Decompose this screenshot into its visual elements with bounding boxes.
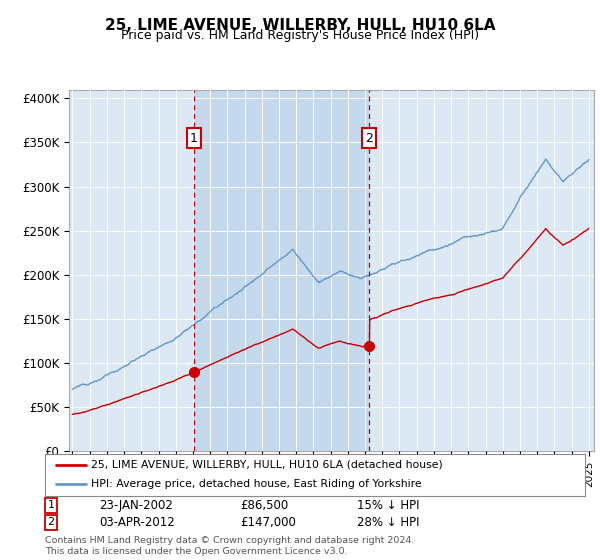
Text: 2: 2 <box>365 132 373 144</box>
Text: 2: 2 <box>47 517 55 528</box>
Text: 25, LIME AVENUE, WILLERBY, HULL, HU10 6LA: 25, LIME AVENUE, WILLERBY, HULL, HU10 6L… <box>105 18 495 33</box>
Text: 1: 1 <box>47 500 55 510</box>
Text: Contains HM Land Registry data © Crown copyright and database right 2024.: Contains HM Land Registry data © Crown c… <box>45 536 415 545</box>
Text: 1: 1 <box>190 132 198 144</box>
Text: 25, LIME AVENUE, WILLERBY, HULL, HU10 6LA (detached house): 25, LIME AVENUE, WILLERBY, HULL, HU10 6L… <box>91 460 443 470</box>
Text: 28% ↓ HPI: 28% ↓ HPI <box>357 516 419 529</box>
Text: This data is licensed under the Open Government Licence v3.0.: This data is licensed under the Open Gov… <box>45 547 347 556</box>
Text: £86,500: £86,500 <box>240 498 288 512</box>
Text: Price paid vs. HM Land Registry's House Price Index (HPI): Price paid vs. HM Land Registry's House … <box>121 29 479 42</box>
Text: 15% ↓ HPI: 15% ↓ HPI <box>357 498 419 512</box>
Text: HPI: Average price, detached house, East Riding of Yorkshire: HPI: Average price, detached house, East… <box>91 479 422 489</box>
Text: 23-JAN-2002: 23-JAN-2002 <box>99 498 173 512</box>
Text: £147,000: £147,000 <box>240 516 296 529</box>
Text: 03-APR-2012: 03-APR-2012 <box>99 516 175 529</box>
Bar <box>194 90 370 451</box>
